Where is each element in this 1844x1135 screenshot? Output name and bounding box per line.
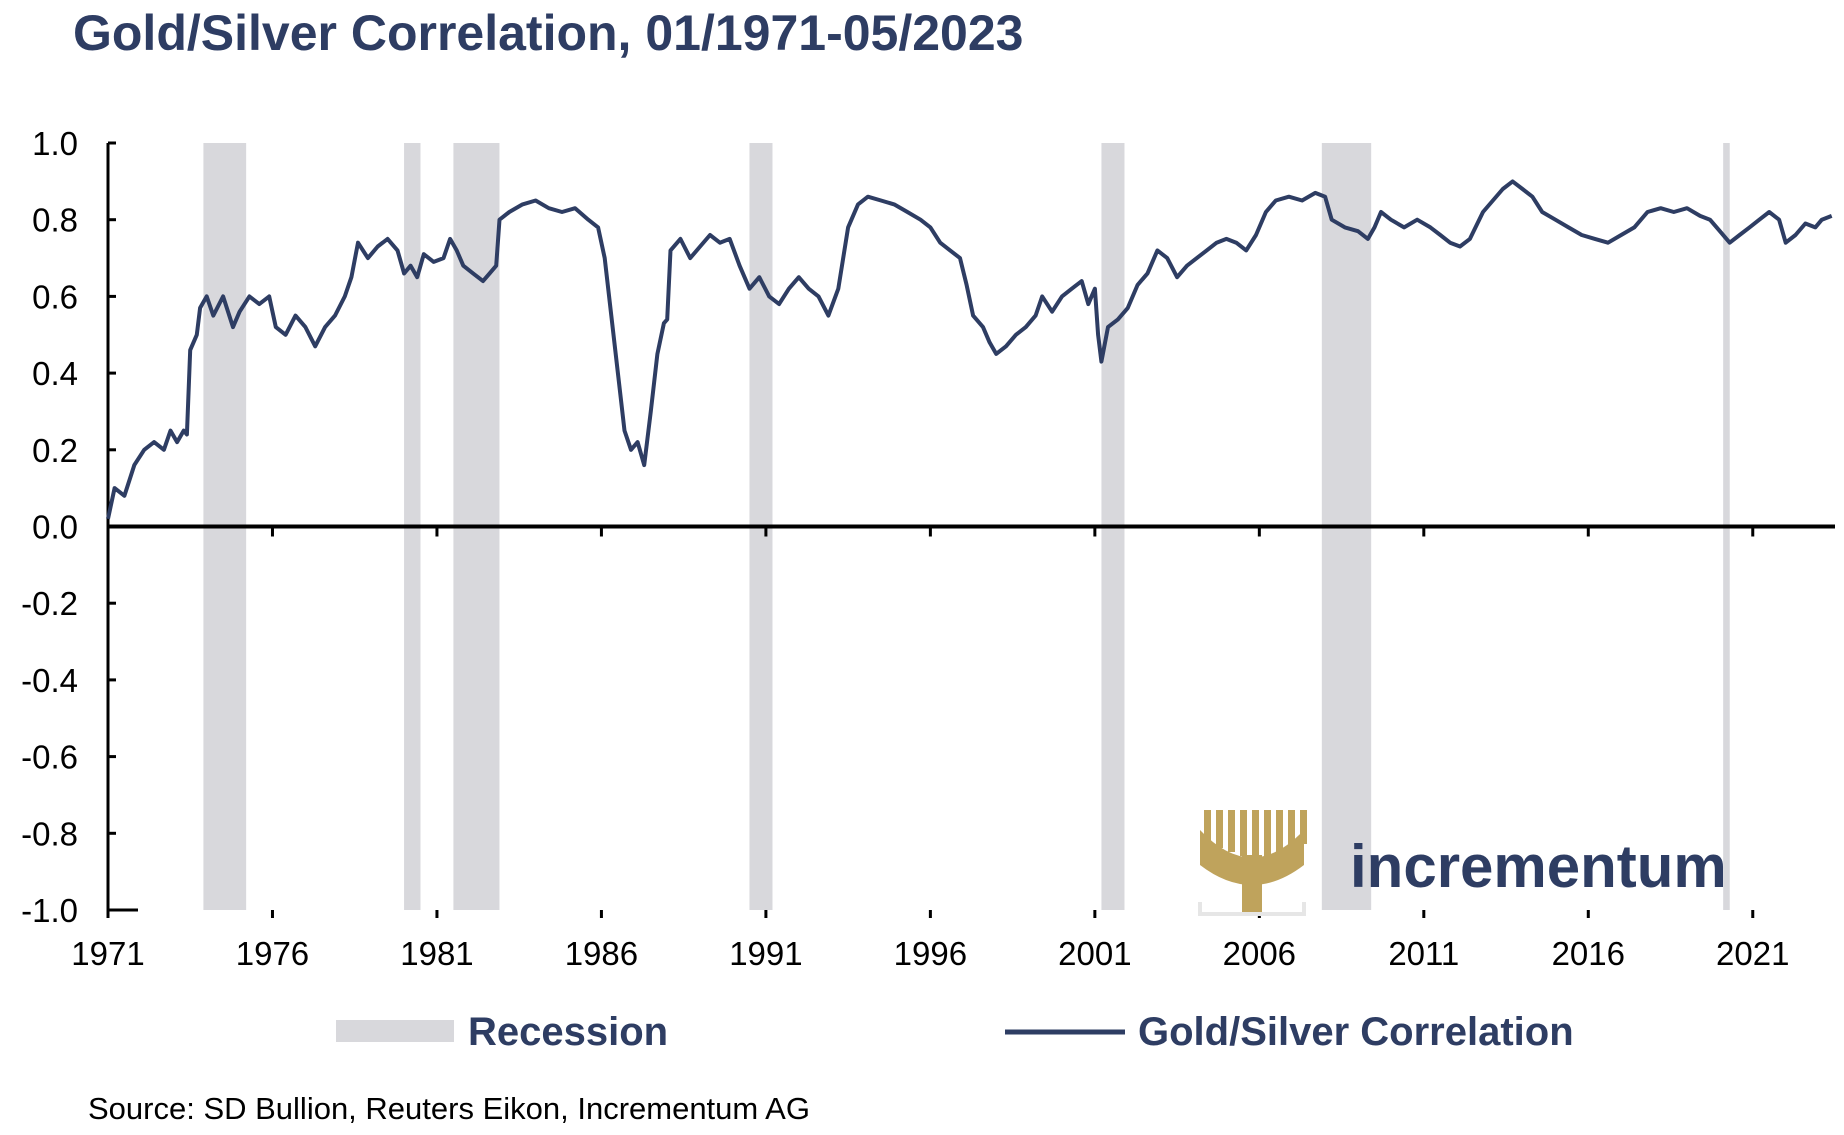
- x-tick-label-7: 2006: [1223, 935, 1296, 972]
- y-tick-label-6: -0.2: [21, 585, 78, 622]
- logo-branch-3: [1240, 810, 1247, 856]
- series-layer: [106, 179, 1833, 520]
- y-tick-label-7: -0.4: [21, 662, 78, 699]
- y-tick-label-3: 0.4: [32, 355, 78, 392]
- x-tick-label-4: 1991: [729, 935, 802, 972]
- x-tick-label-3: 1986: [565, 935, 638, 972]
- logo-branch-6: [1276, 810, 1283, 852]
- y-tick-label-8: -0.6: [21, 739, 78, 776]
- logo-branch-8: [1300, 810, 1307, 844]
- logo-branch-4: [1252, 810, 1259, 860]
- legend-recession-label: Recession: [468, 1010, 668, 1054]
- legend-recession-swatch: [336, 1020, 454, 1042]
- legend-correlation-label: Gold/Silver Correlation: [1138, 1010, 1574, 1054]
- legend: Recession Gold/Silver Correlation: [336, 1010, 1574, 1054]
- logo-wordmark: incrementum: [1350, 833, 1727, 900]
- x-tick-label-5: 1996: [894, 935, 967, 972]
- series-line-0: [106, 179, 1833, 520]
- x-axis: 1971 1976 1981 1986 1991 1996 2001 2006 2011 2016…: [71, 524, 1835, 972]
- logo-branch-2: [1228, 810, 1235, 852]
- x-tick-label-1: 1976: [236, 935, 309, 972]
- logo-base: [1198, 902, 1306, 916]
- tree-logo-icon: [1198, 810, 1307, 916]
- y-tick-label-2: 0.6: [32, 278, 78, 315]
- x-tick-label-2: 1981: [400, 935, 473, 972]
- logo-branch-7: [1288, 810, 1295, 848]
- y-tick-label-0: 1.0: [32, 125, 78, 162]
- y-axis: 1.0 0.8 0.6 0.4 0.2 0.0 -0.2 -0.4 -0.6 -0.8 -1.0: [21, 125, 116, 929]
- x-tick-label-9: 2016: [1552, 935, 1625, 972]
- chart-title: Gold/Silver Correlation, 01/1971-05/2023: [73, 5, 1023, 61]
- y-tick-label-4: 0.2: [32, 432, 78, 469]
- y-tick-label-10: -1.0: [21, 892, 78, 929]
- y-tick-label-5: 0.0: [32, 509, 78, 546]
- x-tick-label-10: 2021: [1716, 935, 1789, 972]
- x-tick-label-6: 2001: [1058, 935, 1131, 972]
- y-tick-label-9: -0.8: [21, 815, 78, 852]
- y-tick-label-1: 0.8: [32, 202, 78, 239]
- logo-branch-1: [1216, 810, 1223, 848]
- x-tick-label-0: 1971: [71, 935, 144, 972]
- incrementum-logo: incrementum: [1198, 810, 1727, 916]
- x-tick-label-8: 2011: [1388, 935, 1459, 972]
- logo-branch-0: [1204, 810, 1211, 844]
- logo-branch-5: [1264, 810, 1271, 856]
- source-note: Source: SD Bullion, Reuters Eikon, Incre…: [88, 1091, 810, 1126]
